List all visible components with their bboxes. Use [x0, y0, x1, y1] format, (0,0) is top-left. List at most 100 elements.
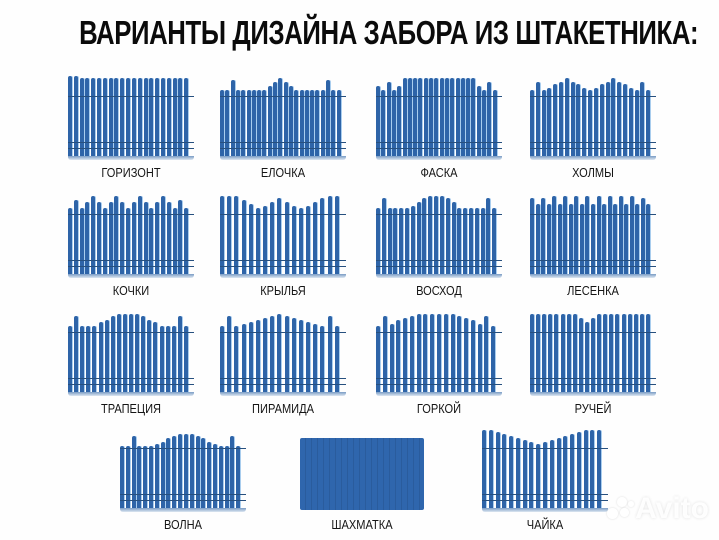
picket: [388, 208, 392, 274]
picket: [624, 204, 628, 274]
picket: [155, 78, 159, 156]
picket: [172, 326, 176, 392]
picket: [219, 446, 223, 508]
picket: [256, 320, 260, 392]
picket: [403, 318, 407, 392]
fence-rail: [530, 384, 656, 385]
fence-shadow: [68, 274, 194, 278]
picket: [422, 198, 426, 274]
fence-rail: [220, 96, 346, 97]
fence-rail: [220, 214, 346, 215]
picket: [196, 436, 200, 508]
picket: [172, 436, 176, 508]
fence-rail: [68, 142, 194, 143]
picket: [294, 90, 298, 156]
picket: [234, 326, 238, 392]
picket: [434, 78, 438, 156]
picket: [563, 196, 567, 274]
picket: [242, 200, 246, 274]
fence-rail: [376, 266, 502, 267]
fence-variant-label: ЕЛОЧКА: [260, 165, 306, 180]
fence-variant-card: ГОРКОЙ: [376, 314, 526, 421]
fence-variant-label: ГОРКОЙ: [416, 401, 462, 416]
picket: [335, 326, 339, 392]
avito-dots-icon: [605, 496, 635, 520]
fence-illustration: [220, 78, 370, 160]
fence-variant-card: КРЫЛЬЯ: [220, 196, 370, 303]
picket: [92, 326, 96, 392]
picket: [225, 90, 229, 156]
fence-rail: [530, 214, 656, 215]
picket: [120, 78, 124, 156]
fence-variant-card: КОЧКИ: [68, 196, 218, 303]
picket: [144, 202, 148, 274]
fence-rail: [376, 260, 502, 261]
picket: [68, 208, 72, 274]
fence-rail: [68, 384, 194, 385]
solid-fence-panel: [300, 438, 424, 510]
picket: [559, 82, 563, 156]
picket: [536, 444, 540, 508]
picket: [630, 196, 634, 274]
picket: [430, 314, 434, 392]
picket: [178, 434, 182, 508]
picket: [278, 78, 282, 156]
picket: [86, 326, 90, 392]
picket: [536, 204, 540, 274]
picket: [440, 78, 444, 156]
picket: [273, 82, 277, 156]
picket: [262, 90, 266, 156]
fence-variant-label: ВОСХОД: [416, 283, 462, 298]
picket: [97, 78, 101, 156]
picket: [613, 204, 617, 274]
fence-rail: [376, 214, 502, 215]
fence-rail: [530, 148, 656, 149]
picket: [284, 82, 288, 156]
picket: [178, 78, 182, 156]
fence-rail: [376, 142, 502, 143]
picket: [256, 208, 260, 274]
fence-illustration: [376, 78, 526, 160]
picket: [155, 202, 159, 274]
picket: [289, 86, 293, 156]
picket: [313, 324, 317, 392]
picket: [579, 318, 583, 392]
fence-illustration: [68, 314, 218, 396]
fence-illustration: [220, 196, 370, 278]
picket: [403, 78, 407, 156]
fence-shadow: [530, 274, 656, 278]
picket: [85, 202, 89, 274]
picket: [74, 316, 78, 392]
picket: [231, 80, 235, 156]
picket: [418, 78, 422, 156]
fence-illustration: [482, 430, 632, 512]
picket: [132, 78, 136, 156]
picket: [166, 326, 170, 392]
picket: [320, 326, 324, 392]
fence-rail: [530, 332, 656, 333]
picket: [149, 78, 153, 156]
fence-shadow: [220, 392, 346, 396]
picket: [305, 90, 309, 156]
picket: [569, 204, 573, 274]
fence-variant-label: КРЫЛЬЯ: [260, 283, 306, 298]
picket: [382, 198, 386, 274]
fence-rail: [220, 332, 346, 333]
picket: [149, 446, 153, 508]
fence-rail: [530, 378, 656, 379]
picket: [300, 90, 304, 156]
picket: [268, 86, 272, 156]
picket: [565, 78, 569, 156]
picket: [615, 314, 619, 392]
picket: [516, 438, 520, 508]
fence-rail: [482, 500, 608, 501]
fence-shadow: [530, 156, 656, 160]
picket: [570, 434, 574, 508]
picket: [153, 322, 157, 392]
picket: [236, 446, 240, 508]
picket: [126, 78, 130, 156]
fence-variant-label: ПИРАМИДА: [252, 401, 314, 416]
picket: [410, 316, 414, 392]
picket: [99, 322, 103, 392]
picket: [310, 90, 314, 156]
